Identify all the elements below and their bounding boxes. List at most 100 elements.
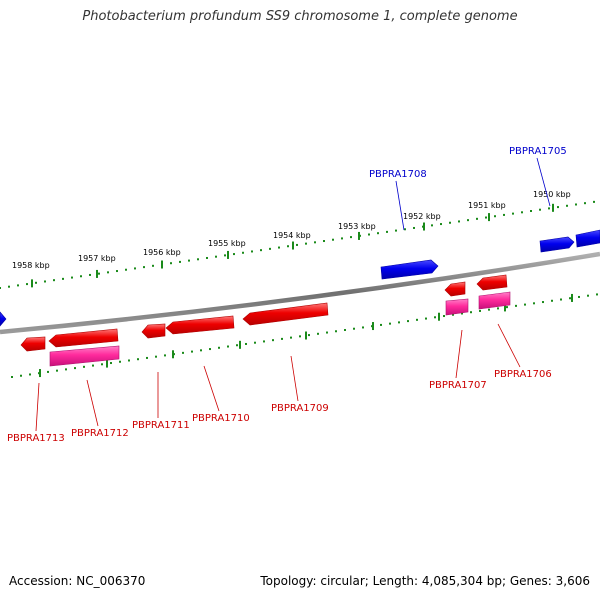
gene-label-pbpra1710[interactable]: PBPRA1710 bbox=[192, 413, 250, 424]
feature-box-pbpra1707[interactable] bbox=[445, 298, 469, 316]
gene-arrow-pbpra1709[interactable] bbox=[242, 302, 329, 326]
inner-ruler-dot bbox=[425, 317, 427, 320]
inner-ruler-dot bbox=[155, 355, 157, 358]
outer-ruler-dot bbox=[215, 255, 217, 258]
gene-label-pbpra1707[interactable]: PBPRA1707 bbox=[429, 380, 487, 391]
inner-ruler-major-tick bbox=[239, 340, 241, 349]
inner-ruler-major-tick bbox=[571, 293, 573, 302]
gene-arrow-pbpra1706[interactable] bbox=[476, 274, 508, 291]
outer-scale-ruler bbox=[0, 200, 595, 289]
inner-ruler-major-tick bbox=[39, 369, 41, 378]
gene-arrow-pbpra1712[interactable] bbox=[48, 328, 119, 348]
inner-ruler-dot bbox=[191, 350, 193, 353]
inner-ruler-dot bbox=[506, 306, 508, 309]
outer-ruler-dot bbox=[80, 275, 82, 278]
inner-ruler-dot bbox=[533, 302, 535, 305]
feature-box-pbpra1712[interactable] bbox=[49, 345, 120, 367]
outer-ruler-dot bbox=[341, 237, 343, 240]
outer-ruler-dot bbox=[278, 246, 280, 249]
outer-ruler-dot bbox=[323, 240, 325, 243]
gene-label-pbpra1712[interactable]: PBPRA1712 bbox=[71, 428, 129, 439]
outer-ruler-dot bbox=[143, 266, 145, 269]
outer-ruler-dot bbox=[485, 216, 487, 219]
outer-ruler-dot bbox=[593, 200, 595, 203]
outer-ruler-dot bbox=[62, 277, 64, 280]
gene-arrow-offscreen-left[interactable] bbox=[0, 311, 7, 327]
outer-ruler-dot bbox=[35, 281, 37, 284]
outer-ruler-dot bbox=[332, 238, 334, 241]
scale-labels: 1950 kbp 1951 kbp 1952 kbp 1953 kbp 1954… bbox=[12, 190, 571, 270]
inner-ruler-dot bbox=[65, 368, 67, 371]
outer-ruler-major-tick bbox=[488, 213, 490, 222]
gene-arrow-pbpra1710[interactable] bbox=[165, 315, 235, 335]
leader-line-pbpra1705 bbox=[536, 157, 551, 207]
inner-ruler-dot bbox=[488, 308, 490, 311]
inner-scale-ruler bbox=[11, 293, 598, 378]
outer-ruler-dot bbox=[116, 270, 118, 273]
outer-ruler-dot bbox=[530, 210, 532, 213]
inner-ruler-dot bbox=[452, 313, 454, 316]
reverse-genes bbox=[20, 274, 508, 352]
inner-ruler-dot bbox=[461, 312, 463, 315]
gene-label-pbpra1708[interactable]: PBPRA1708 bbox=[369, 169, 427, 180]
inner-ruler-dot bbox=[119, 360, 121, 363]
gene-arrow-offscreen-right[interactable] bbox=[575, 229, 600, 248]
outer-ruler-dot bbox=[107, 271, 109, 274]
outer-ruler-dot bbox=[152, 264, 154, 267]
inner-ruler-dot bbox=[524, 303, 526, 306]
outer-ruler-dot bbox=[287, 245, 289, 248]
inner-ruler-dot bbox=[146, 356, 148, 359]
outer-ruler-dot bbox=[395, 229, 397, 232]
scale-label-1956: 1956 kbp bbox=[143, 248, 181, 257]
outer-ruler-dot bbox=[386, 230, 388, 233]
leader-line-pbpra1713 bbox=[35, 382, 40, 432]
inner-ruler-dot bbox=[434, 316, 436, 319]
inner-ruler-dot bbox=[443, 315, 445, 318]
inner-ruler-dot bbox=[236, 344, 238, 347]
inner-ruler-dot bbox=[335, 330, 337, 333]
inner-ruler-dot bbox=[74, 367, 76, 370]
outer-ruler-major-tick bbox=[227, 250, 229, 259]
gene-label-pbpra1713[interactable]: PBPRA1713 bbox=[7, 433, 65, 444]
outer-ruler-dot bbox=[296, 243, 298, 246]
outer-ruler-dot bbox=[512, 212, 514, 215]
inner-ruler-dot bbox=[569, 297, 571, 300]
inner-ruler-dot bbox=[101, 363, 103, 366]
feature-box-pbpra1706[interactable] bbox=[478, 291, 511, 310]
inner-ruler-dot bbox=[110, 362, 112, 365]
outer-ruler-dot bbox=[251, 250, 253, 253]
gene-arrow-pbpra1713[interactable] bbox=[20, 336, 46, 352]
scale-label-1957: 1957 kbp bbox=[78, 254, 116, 263]
outer-ruler-dot bbox=[431, 224, 433, 227]
inner-ruler-dot bbox=[578, 295, 580, 298]
inner-ruler-dot bbox=[344, 328, 346, 331]
gene-label-pbpra1709[interactable]: PBPRA1709 bbox=[271, 403, 329, 414]
inner-ruler-dot bbox=[479, 309, 481, 312]
outer-ruler-dot bbox=[179, 260, 181, 263]
outer-ruler-dot bbox=[521, 211, 523, 214]
outer-ruler-dot bbox=[404, 228, 406, 231]
label-leader-lines bbox=[35, 157, 551, 432]
scale-label-1953: 1953 kbp bbox=[338, 222, 376, 231]
gene-arrow-pbpra1711[interactable] bbox=[141, 323, 166, 339]
gene-arrow-pbpra1708[interactable] bbox=[380, 259, 439, 280]
outer-ruler-dot bbox=[413, 226, 415, 229]
inner-ruler-major-tick bbox=[305, 331, 307, 340]
inner-ruler-dot bbox=[416, 318, 418, 321]
gene-arrow-pbpra1707[interactable] bbox=[444, 281, 466, 297]
gene-labels: PBPRA1705 PBPRA1708 PBPRA1706 PBPRA1707 … bbox=[7, 146, 567, 444]
outer-ruler-dot bbox=[539, 208, 541, 211]
inner-ruler-dot bbox=[200, 349, 202, 352]
gene-label-pbpra1705[interactable]: PBPRA1705 bbox=[509, 146, 567, 157]
gene-label-pbpra1711[interactable]: PBPRA1711 bbox=[132, 420, 190, 431]
gene-arrow-pbpra1705[interactable] bbox=[539, 236, 575, 253]
inner-ruler-dot bbox=[245, 342, 247, 345]
scale-label-1950: 1950 kbp bbox=[533, 190, 571, 199]
outer-ruler-major-tick bbox=[423, 222, 425, 231]
outer-ruler-dot bbox=[98, 272, 100, 275]
inner-ruler-dot bbox=[551, 299, 553, 302]
outer-ruler-dot bbox=[458, 220, 460, 223]
gene-label-pbpra1706[interactable]: PBPRA1706 bbox=[494, 369, 552, 380]
